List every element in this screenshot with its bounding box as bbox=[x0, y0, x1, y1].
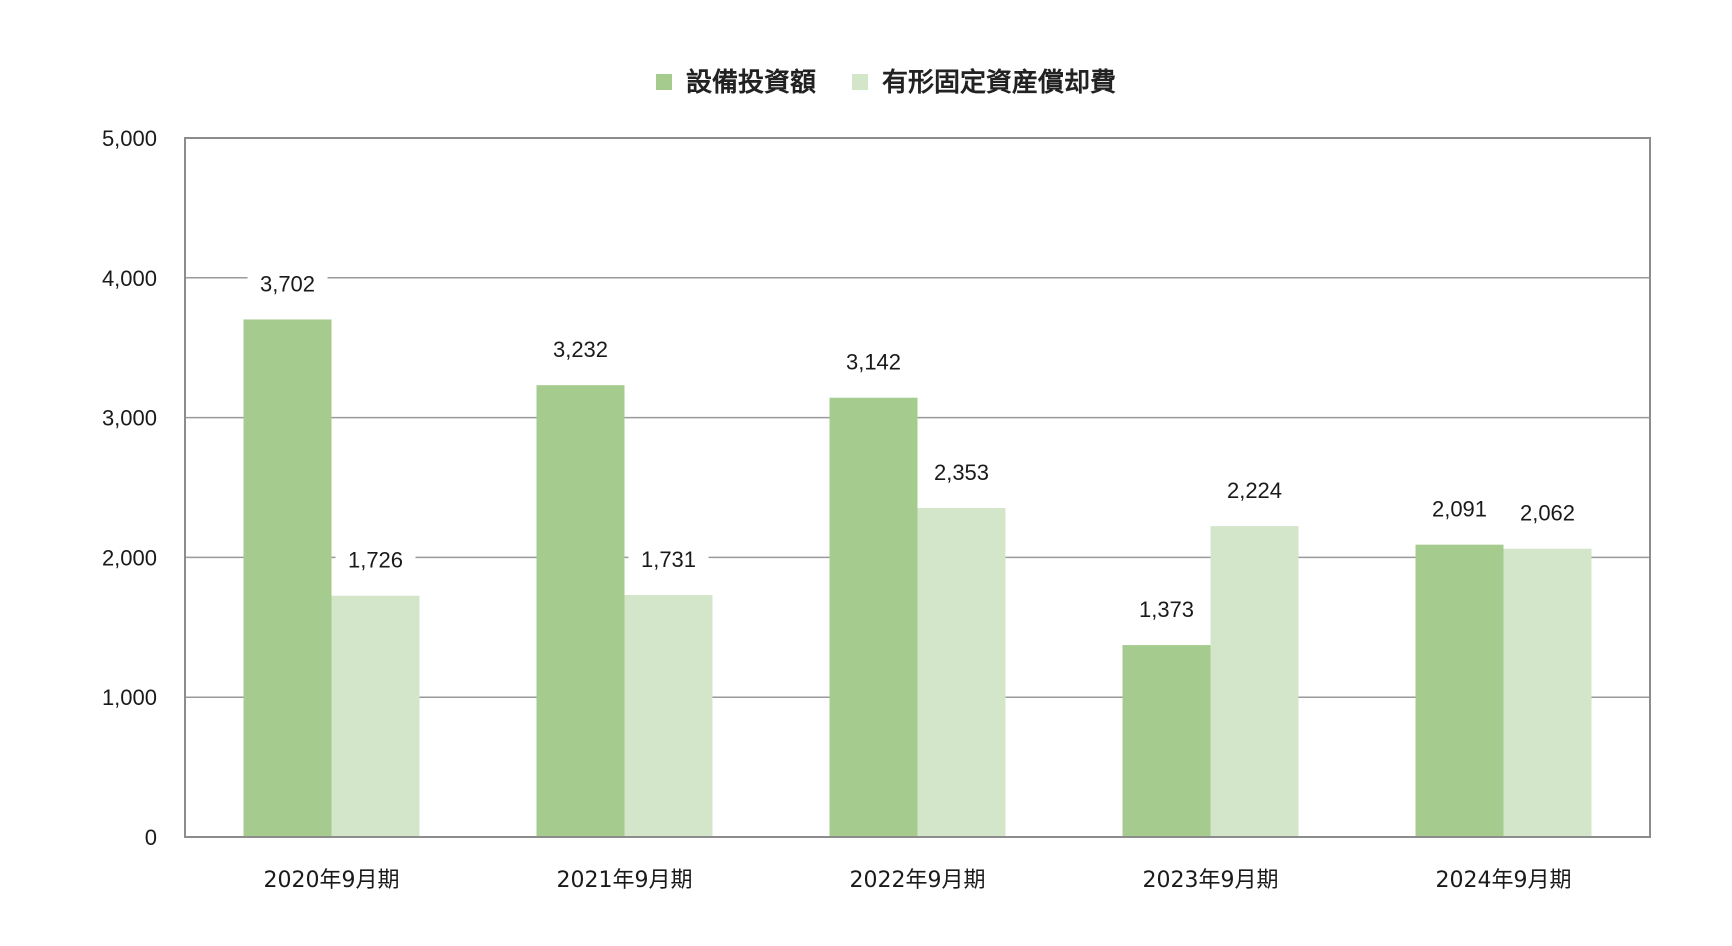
data-label: 2,353 bbox=[934, 460, 989, 485]
legend-label: 設備投資額 bbox=[686, 67, 816, 98]
data-label: 1,726 bbox=[348, 548, 403, 573]
legend: 設備投資額 有形固定資産償却費 bbox=[655, 67, 1116, 98]
data-label-bg bbox=[1419, 495, 1500, 524]
bar-series-1 bbox=[1503, 548, 1592, 837]
y-tick-label: 2,000 bbox=[102, 545, 157, 570]
x-tick-label: 2023年9月期 bbox=[1143, 868, 1279, 893]
x-axis: 2020年9月期 2021年9月期 2022年9月期 2023年9月期 2024年9月期 bbox=[264, 868, 1572, 893]
data-label-bg bbox=[540, 336, 621, 365]
data-label-bg bbox=[1214, 477, 1295, 506]
bar-series-1 bbox=[1210, 526, 1299, 837]
data-label: 1,731 bbox=[641, 547, 696, 572]
x-tick-label: 2020年9月期 bbox=[264, 868, 400, 893]
bar-series-0 bbox=[1415, 544, 1504, 837]
legend-swatch-1 bbox=[852, 74, 868, 90]
y-tick-label: 5,000 bbox=[102, 126, 157, 151]
legend-label: 有形固定資産償却費 bbox=[882, 67, 1116, 98]
data-label: 3,702 bbox=[260, 271, 315, 296]
data-label-bg bbox=[247, 270, 328, 299]
bar-series-0 bbox=[243, 319, 332, 837]
data-label: 2,062 bbox=[1520, 501, 1575, 526]
data-label: 3,232 bbox=[553, 337, 608, 362]
bar-series-1 bbox=[917, 508, 1006, 837]
bars bbox=[243, 319, 1592, 837]
bar-series-1 bbox=[331, 595, 420, 837]
data-label-bg bbox=[628, 546, 709, 575]
data-label-bg bbox=[833, 348, 914, 377]
y-tick-label: 1,000 bbox=[102, 685, 157, 710]
data-label-bg bbox=[1507, 499, 1588, 528]
data-label-bg bbox=[1126, 596, 1207, 625]
x-tick-label: 2021年9月期 bbox=[557, 868, 693, 893]
bar-series-0 bbox=[536, 385, 625, 837]
data-label: 1,373 bbox=[1139, 597, 1194, 622]
y-tick-label: 3,000 bbox=[102, 406, 157, 431]
bar-series-1 bbox=[624, 595, 713, 837]
y-tick-label: 0 bbox=[145, 825, 157, 850]
data-label: 2,224 bbox=[1227, 478, 1282, 503]
bar-series-0 bbox=[829, 397, 918, 837]
x-tick-label: 2022年9月期 bbox=[850, 868, 986, 893]
y-axis: 0 1,000 2,000 3,000 4,000 5,000 bbox=[102, 126, 157, 850]
data-label: 2,091 bbox=[1432, 497, 1487, 522]
data-label: 3,142 bbox=[846, 350, 901, 375]
x-tick-label: 2024年9月期 bbox=[1436, 868, 1572, 893]
y-tick-label: 4,000 bbox=[102, 266, 157, 291]
plot-frame bbox=[184, 137, 1651, 838]
data-labels: 3,702 1,726 3,232 1,731 3,142 2,353 1,373 2,224… bbox=[247, 270, 1588, 625]
legend-swatch-0 bbox=[655, 74, 672, 90]
bar-series-0 bbox=[1122, 645, 1211, 837]
data-label-bg bbox=[335, 546, 416, 575]
data-label-bg bbox=[921, 459, 1002, 488]
